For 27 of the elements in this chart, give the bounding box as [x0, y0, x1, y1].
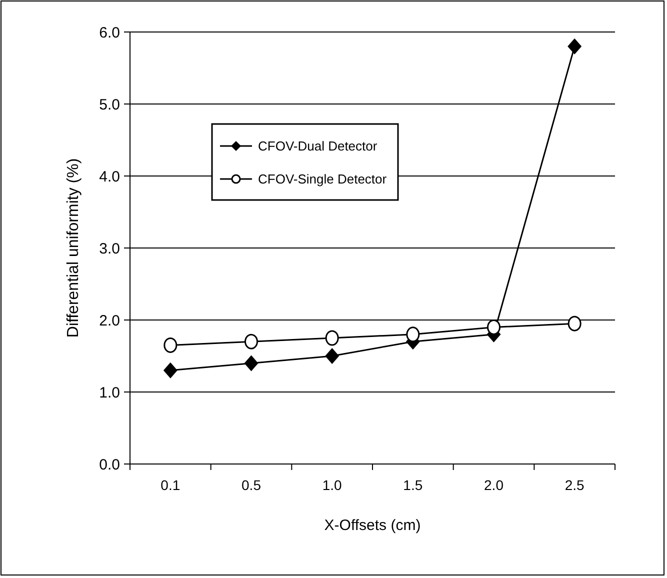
point [164, 337, 178, 353]
x-axis-title: X-Offsets (cm) [324, 517, 421, 534]
point [244, 355, 258, 372]
point [568, 38, 582, 54]
x-tick-label: 0.5 [242, 477, 262, 493]
point [325, 330, 339, 346]
y-axis-title: Differential uniformity (%) [65, 158, 82, 338]
y-tick-label: 2.0 [99, 312, 120, 330]
y-tick-label: 1.0 [99, 384, 120, 402]
y-tick-label: 5.0 [99, 96, 120, 114]
y-tick-label: 6.0 [99, 24, 120, 42]
point [244, 334, 258, 350]
y-tick-label: 4.0 [99, 168, 120, 186]
y-tick-label: 3.0 [99, 240, 120, 258]
x-tick-label: 2.0 [484, 477, 504, 493]
point [568, 316, 582, 332]
point [163, 362, 178, 378]
point [406, 326, 420, 342]
x-tick-label: 1.5 [403, 477, 423, 493]
x-tick-label: 1.0 [322, 477, 342, 493]
legend-label: CFOV-Single Detector [258, 172, 388, 187]
point [325, 348, 340, 364]
point [487, 319, 500, 335]
legend-label: CFOV-Dual Detector [258, 138, 378, 154]
y-tick-label: 0.0 [99, 456, 120, 474]
x-tick-label: 0.1 [160, 477, 180, 493]
x-tick-label: 2.5 [564, 477, 585, 493]
